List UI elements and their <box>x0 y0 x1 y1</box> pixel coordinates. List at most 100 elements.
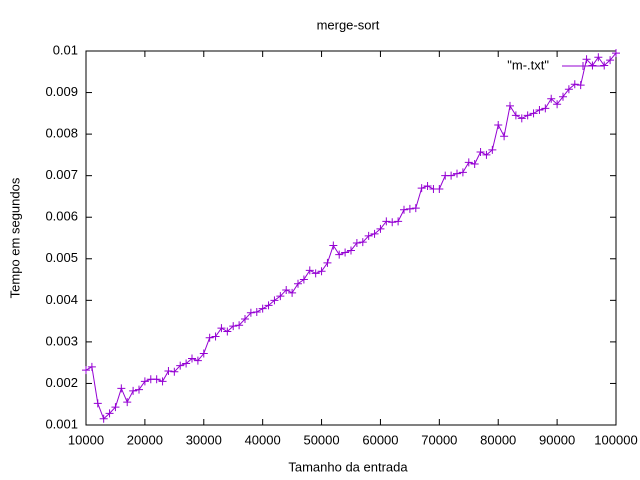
data-point <box>152 375 161 384</box>
data-point <box>170 367 179 376</box>
data-point <box>264 301 273 310</box>
y-tick-label: 0.001 <box>45 416 78 431</box>
y-tick-label: 0.009 <box>45 84 78 99</box>
data-point <box>405 204 414 213</box>
y-tick-label: 0.005 <box>45 250 78 265</box>
x-tick-label: 70000 <box>421 432 457 447</box>
y-axis-label: Tempo em segundos <box>7 177 22 298</box>
data-point <box>570 80 579 89</box>
y-tick-label: 0.006 <box>45 209 78 224</box>
data-point <box>423 182 432 191</box>
data-point <box>500 132 509 141</box>
data-point <box>482 150 491 159</box>
data-point <box>158 377 167 386</box>
y-tick-label: 0.003 <box>45 333 78 348</box>
data-point <box>470 160 479 169</box>
data-point <box>105 409 114 418</box>
data-point <box>352 238 361 247</box>
data-point <box>576 81 585 90</box>
y-tick-label: 0.01 <box>53 42 78 57</box>
data-point <box>582 55 591 64</box>
data-point <box>358 238 367 247</box>
y-tick-label: 0.002 <box>45 375 78 390</box>
x-tick-label: 30000 <box>186 432 222 447</box>
data-point <box>612 49 620 58</box>
data-point <box>305 266 314 275</box>
data-point <box>117 384 126 393</box>
data-point <box>299 275 308 284</box>
data-point <box>294 279 302 288</box>
data-point <box>506 101 514 110</box>
data-point <box>447 171 456 180</box>
data-point <box>553 100 562 109</box>
data-point <box>394 217 403 226</box>
legend-marker <box>579 62 587 70</box>
data-point <box>235 321 244 330</box>
x-tick-label: 50000 <box>303 432 339 447</box>
data-point <box>211 332 220 341</box>
data-point <box>176 361 185 370</box>
data-point <box>464 158 473 167</box>
data-point <box>564 85 573 94</box>
data-point <box>400 205 408 214</box>
data-point <box>517 114 526 123</box>
x-tick-label: 90000 <box>539 432 575 447</box>
data-point <box>594 53 603 62</box>
data-point <box>341 248 350 257</box>
data-point <box>411 204 420 213</box>
x-tick-label: 20000 <box>127 432 163 447</box>
x-tick-label: 40000 <box>245 432 281 447</box>
data-point <box>276 292 285 301</box>
data-point <box>182 359 191 368</box>
data-point <box>282 285 291 294</box>
plot-border <box>85 50 617 426</box>
data-point <box>547 94 556 103</box>
data-point <box>123 398 132 407</box>
legend-label: "m-.txt" <box>507 57 549 72</box>
data-point <box>288 288 297 297</box>
data-point <box>164 366 173 375</box>
data-point <box>217 324 226 333</box>
chart-title: merge-sort <box>317 17 380 32</box>
data-point <box>111 403 120 412</box>
data-point <box>559 92 567 101</box>
y-tick-label: 0.008 <box>45 126 78 141</box>
data-point <box>541 104 550 113</box>
data-point <box>329 241 338 250</box>
data-point <box>99 414 108 423</box>
data-point <box>347 246 355 255</box>
data-point <box>435 184 444 193</box>
x-axis-label: Tamanho da entrada <box>288 459 408 474</box>
data-point <box>82 366 90 375</box>
x-tick-label: 60000 <box>362 432 398 447</box>
data-point <box>135 385 143 394</box>
data-point <box>364 231 373 240</box>
data-point <box>199 349 208 358</box>
data-point <box>140 377 149 386</box>
y-tick-label: 0.004 <box>45 292 78 307</box>
data-point <box>388 218 397 227</box>
data-point <box>382 217 391 226</box>
x-tick-label: 80000 <box>480 432 516 447</box>
data-point <box>270 296 279 305</box>
data-point <box>370 229 379 238</box>
x-tick-label: 100000 <box>594 432 637 447</box>
data-point <box>317 267 326 276</box>
data-point <box>458 168 467 177</box>
data-point <box>476 147 485 156</box>
data-point <box>205 333 214 342</box>
data-point <box>241 315 249 324</box>
data-point <box>376 224 385 233</box>
data-point <box>258 304 267 313</box>
data-point <box>529 109 538 118</box>
data-point <box>129 386 138 395</box>
data-point <box>246 308 255 317</box>
data-point <box>523 111 532 120</box>
data-point <box>453 169 461 178</box>
data-point <box>494 120 503 129</box>
data-point <box>252 307 261 316</box>
data-point <box>335 250 344 259</box>
data-point <box>417 184 426 193</box>
data-point <box>229 322 238 331</box>
